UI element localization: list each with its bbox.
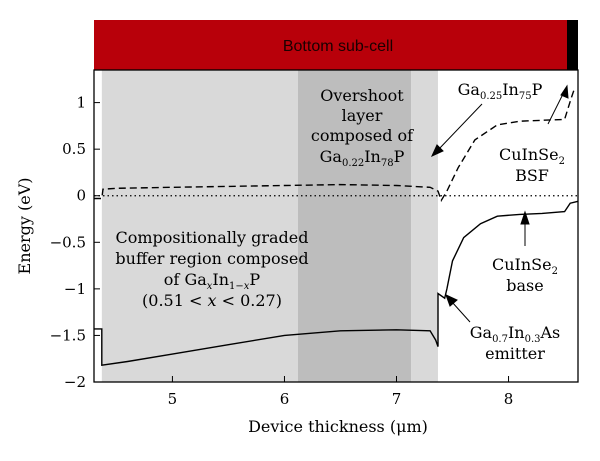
annotation-buffer-line2: buffer region composed: [115, 249, 308, 268]
arrow-base-head: [520, 210, 530, 225]
x-tick-label: 6: [280, 390, 290, 408]
bottom-subcell-bar-end: [567, 20, 578, 70]
y-tick-label: 0: [76, 187, 86, 205]
shaded-region-3: [411, 70, 438, 382]
arrow-emitter: [451, 301, 471, 323]
annotation-overshoot-line2: layer: [342, 106, 383, 125]
annotation-bsf-line1: CuInSe2: [499, 145, 565, 167]
shaded-region-1: [101, 70, 298, 382]
annotation-bsf-line2: BSF: [515, 166, 549, 185]
annotation-overshoot-line4: Ga0.22In78P: [320, 147, 405, 169]
annotation-base-line2: base: [506, 276, 543, 295]
plot-frame: [93, 69, 579, 383]
arrow-bsf: [547, 91, 565, 125]
annotation-base-line1: CuInSe2: [492, 255, 558, 277]
x-tick-label: 5: [168, 390, 178, 408]
annotation-ga025: Ga0.25In75P: [458, 80, 543, 102]
annotation-emitter-line1: Ga0.7In0.3As: [470, 323, 561, 345]
arrow-ga025-head: [430, 144, 444, 158]
y-tick-label: −2: [64, 373, 86, 391]
annotation-texts: Overshoot layer composed of Ga0.22In78P …: [115, 80, 565, 363]
arrow-ga025: [437, 103, 483, 151]
arrow-emitter-head: [445, 294, 458, 307]
header-bar-label: Bottom sub-cell: [283, 38, 393, 55]
y-tick-label: −0.5: [50, 233, 86, 251]
annotation-arrows: [430, 84, 569, 323]
shaded-regions: [101, 70, 438, 382]
arrow-bsf-head: [560, 84, 569, 99]
y-tick-label: 0.5: [62, 140, 86, 158]
annotation-emitter-line2: emitter: [485, 344, 545, 363]
x-tick-label: 7: [392, 390, 402, 408]
y-axis-ticks: −2 −1.5 −1 −0.5 0 0.5 1: [50, 94, 100, 391]
y-axis-label: Energy (eV): [15, 178, 34, 275]
y-tick-label: −1.5: [50, 326, 86, 344]
x-axis-label: Device thickness (μm): [248, 417, 428, 436]
y-tick-label: −1: [64, 280, 86, 298]
annotation-overshoot-line3: composed of: [311, 126, 414, 145]
x-tick-label: 8: [504, 390, 514, 408]
conduction-band-line: [94, 90, 579, 203]
annotation-buffer-line1: Compositionally graded: [115, 228, 308, 247]
valence-band-line: [94, 200, 579, 367]
x-axis-ticks: 5 6 7 8: [168, 376, 514, 408]
y-tick-label: 1: [76, 94, 86, 112]
series-group: [94, 90, 579, 367]
annotation-overshoot-line1: Overshoot: [320, 86, 404, 105]
bottom-subcell-bar: [94, 20, 578, 70]
annotation-buffer-line4: (0.51 < x < 0.27): [142, 291, 282, 310]
